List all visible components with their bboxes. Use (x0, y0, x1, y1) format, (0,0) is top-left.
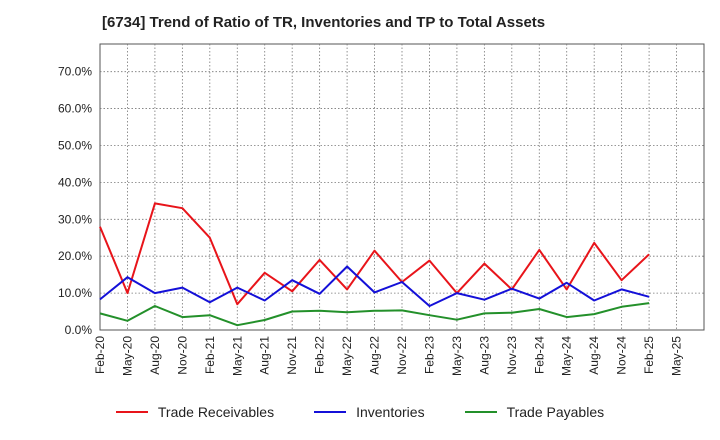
x-tick-label: Aug-21 (258, 336, 272, 375)
y-tick-label: 70.0% (58, 65, 92, 79)
x-tick-label: Aug-23 (477, 336, 491, 375)
legend-swatch-trade-payables (464, 411, 497, 413)
y-axis-ticks: 0.0% 10.0% 20.0% 30.0% 40.0% 50.0% 60.0% 70.0% (58, 65, 92, 337)
legend-label-trade-receivables: Trade Receivables (157, 404, 275, 420)
legend-label-trade-payables: Trade Payables (506, 404, 605, 420)
legend-item-inventories: Inventories (314, 404, 425, 420)
x-tick-label: Aug-22 (368, 336, 382, 375)
x-tick-label: Nov-22 (395, 336, 409, 375)
y-tick-label: 10.0% (58, 286, 92, 300)
x-tick-label: Feb-24 (532, 336, 546, 374)
x-tick-label: Nov-24 (615, 336, 629, 375)
x-tick-label: Aug-24 (587, 336, 601, 375)
x-tick-label: Nov-20 (175, 336, 189, 375)
y-tick-label: 20.0% (58, 249, 92, 263)
y-tick-label: 0.0% (65, 323, 93, 337)
y-tick-label: 30.0% (58, 212, 92, 226)
x-tick-label: Feb-22 (313, 336, 327, 374)
x-tick-label: Aug-20 (148, 336, 162, 375)
x-tick-label: May-21 (230, 336, 244, 376)
legend-swatch-inventories (314, 411, 347, 413)
x-tick-label: May-25 (670, 336, 684, 376)
legend-swatch-trade-receivables (115, 411, 148, 413)
x-tick-label: Feb-21 (203, 336, 217, 374)
x-tick-label: Feb-20 (93, 336, 107, 374)
chart-title: [6734] Trend of Ratio of TR, Inventories… (102, 14, 546, 31)
x-tick-label: May-23 (450, 336, 464, 376)
legend-item-trade-receivables: Trade Receivables (115, 404, 275, 420)
x-tick-label: Feb-25 (642, 336, 656, 374)
x-tick-label: May-24 (560, 336, 574, 376)
series-line-trade-payables (99, 302, 650, 327)
x-tick-label: Nov-23 (505, 336, 519, 375)
x-tick-label: Nov-21 (285, 336, 299, 375)
series-line-inventories (99, 265, 650, 307)
x-tick-label: May-22 (340, 336, 354, 376)
y-tick-label: 40.0% (58, 175, 92, 189)
x-axis-ticks: Feb-20 May-20 Aug-20 Nov-20 Feb-21 May-21 Aug-… (93, 336, 684, 376)
legend-label-inventories: Inventories (356, 404, 425, 420)
series-group (99, 202, 650, 327)
series-line-trade-receivables (99, 202, 650, 306)
legend: Trade Receivables Inventories Trade Paya… (0, 404, 720, 420)
legend-item-trade-payables: Trade Payables (464, 404, 605, 420)
x-tick-label: May-20 (120, 336, 134, 376)
y-tick-label: 50.0% (58, 138, 92, 152)
y-tick-label: 60.0% (58, 102, 92, 116)
x-tick-label: Feb-23 (422, 336, 436, 374)
